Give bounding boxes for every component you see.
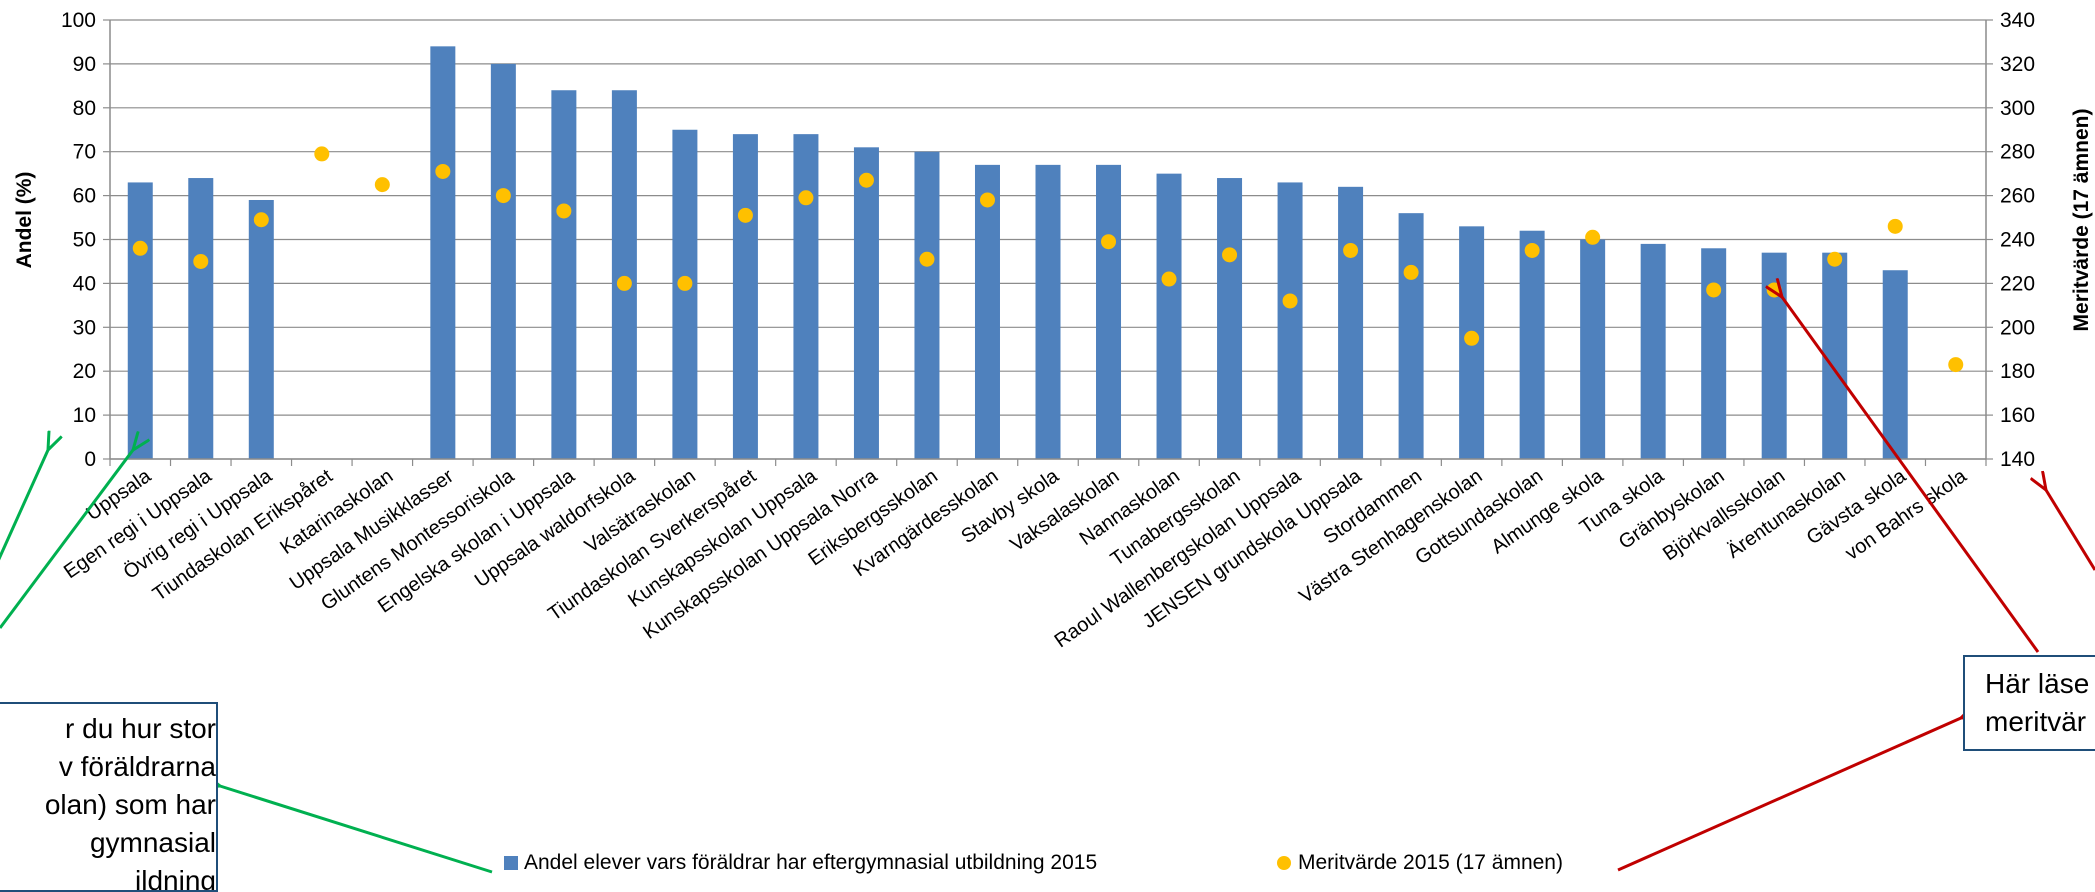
bar — [1338, 186, 1364, 459]
callout-right: Här läse meritvär — [1963, 655, 2095, 751]
annotation-arrows — [0, 297, 2095, 874]
point — [858, 172, 874, 188]
bar — [1822, 252, 1848, 459]
bar — [188, 178, 214, 460]
y-tick-label: 0 — [84, 448, 96, 471]
point — [253, 212, 269, 228]
bar — [974, 164, 1000, 459]
bar — [914, 151, 940, 459]
point — [193, 253, 209, 269]
y-tick-label: 50 — [73, 229, 96, 252]
point — [435, 163, 451, 179]
bar — [1882, 270, 1908, 459]
point — [1585, 229, 1601, 245]
left-axis-ticks: 0 10 20 30 40 50 60 70 80 90 100 — [61, 9, 96, 471]
legend-bar-label: Andel elever vars föräldrar har eftergym… — [524, 851, 1097, 874]
bar — [1701, 248, 1727, 459]
point — [1101, 234, 1117, 250]
bar — [1519, 230, 1545, 459]
legend-point-swatch — [1277, 856, 1291, 870]
point — [1343, 242, 1359, 258]
callout-left: r du hur stor v föräldrarna olan) som ha… — [0, 702, 218, 892]
y-tick-label: 20 — [73, 360, 96, 383]
point — [1887, 218, 1903, 234]
point — [1222, 247, 1238, 263]
bar — [1035, 164, 1061, 459]
point — [979, 192, 995, 208]
bar — [551, 90, 577, 460]
y-tick-label: 80 — [73, 97, 96, 120]
y2-tick-label: 220 — [2000, 272, 2035, 295]
bar — [1277, 182, 1303, 459]
point — [737, 207, 753, 223]
legend: Andel elever vars föräldrar har eftergym… — [504, 851, 1563, 874]
red-arrow-right-axis — [2046, 490, 2095, 571]
y2-tick-label: 280 — [2000, 141, 2035, 164]
bar — [1398, 213, 1424, 459]
y-tick-label: 90 — [73, 53, 96, 76]
y2-tick-label: 240 — [2000, 229, 2035, 252]
point — [374, 177, 390, 193]
axes — [103, 19, 1993, 466]
green-arrow-uppsala-bar — [0, 450, 133, 629]
point — [1706, 282, 1722, 298]
red-arrow-legend-points — [1617, 718, 1961, 872]
bar — [430, 46, 456, 460]
point — [1524, 242, 1540, 258]
point — [314, 146, 330, 162]
bar — [1217, 178, 1243, 460]
y-tick-label: 40 — [73, 272, 96, 295]
bar — [127, 182, 153, 459]
bar — [611, 90, 637, 460]
y2-tick-label: 200 — [2000, 316, 2035, 339]
red-arrow-point — [1782, 297, 2040, 653]
green-arrow-left-axis — [0, 450, 48, 561]
point — [495, 188, 511, 204]
point — [132, 240, 148, 256]
y-tick-label: 10 — [73, 404, 96, 427]
y2-tick-label: 140 — [2000, 448, 2035, 471]
bar — [490, 63, 516, 460]
point — [919, 251, 935, 267]
right-axis-ticks: 140 160 180 200 220 240 260 280 300 320 340 — [2000, 9, 2035, 471]
left-axis-label: Andel (%) — [13, 172, 36, 269]
green-arrow-legend-bars — [220, 786, 493, 874]
bar — [1156, 173, 1182, 459]
point — [1161, 271, 1177, 287]
y2-tick-label: 180 — [2000, 360, 2035, 383]
y-tick-label: 60 — [73, 185, 96, 208]
bar-series — [127, 46, 1908, 460]
point — [1948, 357, 1964, 373]
bar — [793, 134, 819, 459]
bar — [248, 199, 274, 460]
point — [1827, 251, 1843, 267]
right-axis-label: Meritvärde (17 ämnen) — [2070, 109, 2093, 332]
bar — [1096, 164, 1122, 459]
y2-tick-label: 320 — [2000, 53, 2035, 76]
bar — [1640, 243, 1666, 459]
point — [1403, 264, 1419, 280]
y2-tick-label: 300 — [2000, 97, 2035, 120]
y-tick-label: 70 — [73, 141, 96, 164]
legend-bar-swatch — [504, 856, 518, 870]
y2-tick-label: 340 — [2000, 9, 2035, 32]
point — [556, 203, 572, 219]
bar — [672, 129, 698, 459]
legend-point-label: Meritvärde 2015 (17 ämnen) — [1298, 851, 1563, 874]
point — [1464, 330, 1480, 346]
y2-tick-label: 160 — [2000, 404, 2035, 427]
point — [798, 190, 814, 206]
point — [1282, 293, 1298, 309]
bar — [732, 134, 758, 459]
point — [1766, 282, 1782, 298]
point — [677, 275, 693, 291]
bar — [1580, 239, 1606, 459]
y-tick-label: 30 — [73, 316, 96, 339]
y2-tick-label: 260 — [2000, 185, 2035, 208]
bar — [853, 147, 879, 459]
point — [616, 275, 632, 291]
y-tick-label: 100 — [61, 9, 96, 32]
